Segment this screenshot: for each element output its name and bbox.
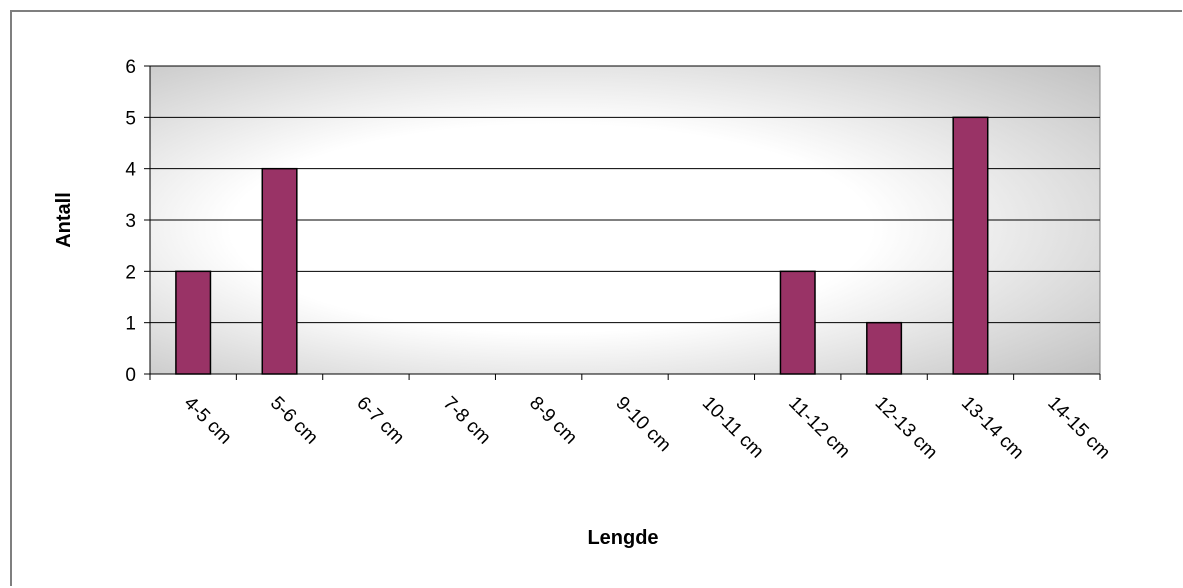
x-tick-label: 6-7 cm xyxy=(352,393,408,449)
bar xyxy=(262,169,297,374)
bar xyxy=(953,117,988,374)
x-tick-label: 12-13 cm xyxy=(871,393,942,464)
y-tick-label: 0 xyxy=(125,365,136,386)
y-tick-label: 5 xyxy=(125,108,136,129)
x-tick-label: 14-15 cm xyxy=(1043,393,1114,464)
y-tick-label: 1 xyxy=(125,314,136,335)
y-tick-labels: 0 1 2 3 4 5 6 xyxy=(125,57,136,386)
x-tick-labels: 4-5 cm 5-6 cm 6-7 cm 7-8 cm 8-9 cm 9-10 cm 10-… xyxy=(180,393,1114,464)
bar-chart: 0 1 2 3 4 5 6 4-5 cm 5-6 cm 6-7 cm 7-8 cm 8-9 cm 9-… xyxy=(12,12,1183,588)
x-tick-label: 5-6 cm xyxy=(266,393,322,449)
y-tick-label: 3 xyxy=(125,211,136,232)
x-tick-label: 7-8 cm xyxy=(439,393,495,449)
bar xyxy=(176,271,211,374)
y-axis-title: Antall xyxy=(53,192,75,248)
x-tick-label: 8-9 cm xyxy=(525,393,581,449)
y-tick-label: 6 xyxy=(125,57,136,78)
chart-frame: 0 1 2 3 4 5 6 4-5 cm 5-6 cm 6-7 cm 7-8 cm 8-9 cm 9-… xyxy=(10,10,1182,586)
y-tick-label: 2 xyxy=(125,262,136,283)
y-tick-label: 4 xyxy=(125,160,136,181)
x-tick-label: 4-5 cm xyxy=(180,393,236,449)
bar xyxy=(780,271,815,374)
bar xyxy=(867,323,902,374)
x-tick-label: 13-14 cm xyxy=(957,393,1028,464)
x-tick-label: 9-10 cm xyxy=(611,393,674,456)
x-tick-label: 11-12 cm xyxy=(784,393,854,463)
x-axis-title: Lengde xyxy=(587,527,658,549)
x-tick-label: 10-11 cm xyxy=(698,393,768,463)
